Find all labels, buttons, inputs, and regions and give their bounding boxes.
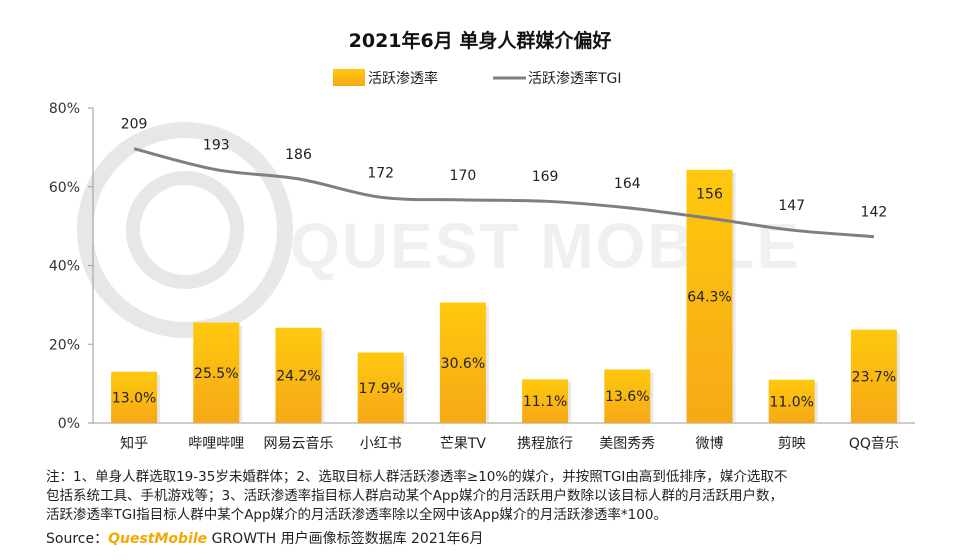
bar [850,329,897,423]
x-tick-label: QQ音乐 [849,435,899,452]
legend-label-line: 活跃渗透率TGI [528,70,622,87]
x-tick-label: 知乎 [120,435,148,452]
watermark-logo [77,122,293,338]
bar [768,379,815,423]
tgi-line [133,147,875,239]
bar-value-label: 64.3% [687,289,731,305]
y-tick-label: 0% [58,416,80,432]
legend-swatch-bar [333,69,365,86]
source-suffix: GROWTH 用户画像标签数据库 2021年6月 [207,531,484,547]
bar-value-label: 30.6% [441,356,485,372]
bar [439,302,486,423]
tgi-value-label: 169 [532,169,559,185]
footnote-line: 包括系统工具、手机游戏等；3、活跃渗透率指目标人群启动某个App媒介的月活跃用户… [46,488,783,504]
source-brand: QuestMobile [108,531,208,547]
legend-label-bar: 活跃渗透率 [368,70,438,87]
footnotes: 注：1、单身人群选取19-35岁未婚群体；2、选取目标人群活跃渗透率≥10%的媒… [46,468,936,525]
bar [686,169,733,423]
bar [522,379,569,423]
bar-value-label: 24.2% [276,368,320,384]
x-tick-label: 美图秀秀 [599,436,655,452]
bar [604,369,651,423]
tgi-value-label: 193 [203,138,230,154]
bar-value-label: 13.0% [112,390,156,406]
bar-value-label: 11.0% [769,394,813,410]
y-tick-label: 60% [49,180,80,196]
tgi-value-label: 186 [285,147,312,163]
tgi-value-label: 147 [778,198,805,214]
bar [111,371,158,423]
bar [193,322,240,423]
x-tick-label: 携程旅行 [517,436,573,452]
x-tick-label: 网易云音乐 [264,435,334,452]
tgi-value-label: 156 [696,186,723,202]
tgi-value-label: 164 [614,176,641,192]
chart-title: 2021年6月 单身人群媒介偏好 [348,30,612,52]
footnote-line: 活跃渗透率TGI指目标人群中某个App媒介的月活跃渗透率除以全网中该App媒介的… [46,507,667,523]
tgi-value-label: 142 [861,205,888,221]
source-line: Source：QuestMobile GROWTH 用户画像标签数据库 2021… [46,528,484,548]
x-tick-label: 哔哩哔哩 [188,436,244,452]
bar [275,327,322,423]
bar-value-label: 17.9% [358,381,402,397]
x-tick-label: 微博 [696,435,724,452]
tgi-value-label: 170 [450,168,477,184]
bar-value-label: 13.6% [605,389,649,405]
x-tick-label: 小红书 [360,436,402,452]
footnote-line: 注：1、单身人群选取19-35岁未婚群体；2、选取目标人群活跃渗透率≥10%的媒… [46,469,788,485]
y-tick-label: 20% [49,337,80,353]
bar-value-label: 25.5% [194,366,238,382]
bar-value-label: 23.7% [852,369,896,385]
y-tick-label: 80% [49,101,80,117]
y-tick-label: 40% [49,259,80,275]
x-tick-label: 芒果TV [440,436,487,452]
tgi-value-label: 172 [367,165,394,181]
x-tick-label: 剪映 [778,436,806,452]
bar-value-label: 11.1% [523,394,567,410]
source-prefix: Source： [46,531,109,547]
bar [357,352,404,423]
tgi-value-label: 209 [121,117,148,133]
